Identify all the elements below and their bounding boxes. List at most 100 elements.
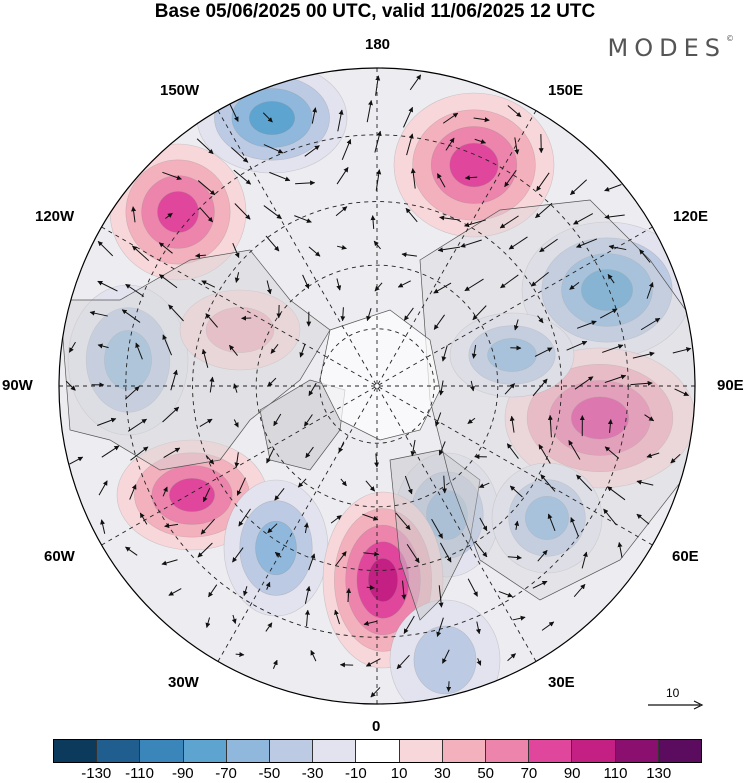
wind-arrow [365,480,376,492]
wind-arrow [363,551,380,557]
wind-arrow [445,137,455,151]
wind-arrow [540,474,556,492]
wind-arrow [170,369,178,391]
wind-arrow [532,580,548,589]
colorbar-swatch [313,740,357,762]
wind-arrow [475,621,481,635]
brand-mark: © [726,34,734,43]
wind-arrow [636,513,650,525]
wind-arrow [539,238,558,253]
wind-arrow [199,418,213,427]
wind-arrow [374,130,382,153]
wind-arrow [442,649,450,664]
lon-label-30e: 30E [548,674,575,691]
wind-arrow [201,280,216,288]
colorbar-swatch [270,740,314,762]
wind-arrow [672,347,692,354]
wind-arrow [336,167,349,185]
wind-arrow [228,102,239,122]
wind-arrow [576,474,593,492]
wind-arrow [506,443,519,459]
colorbar-tick-label: 10 [390,765,408,782]
wind-arrow [168,588,182,596]
wind-arrow [406,544,420,564]
wind-arrow [469,380,475,392]
wind-arrow [158,242,173,254]
wind-arrow [473,117,490,123]
wind-arrow [97,343,109,349]
wind-arrow [209,376,215,393]
wind-arrow [674,388,690,396]
wind-arrow [269,171,291,182]
wind-arrow [474,541,488,558]
wind-arrow [507,653,516,662]
colorbar-tick-label: -30 [301,765,324,782]
colorbar-tick-label: 110 [603,765,628,782]
wind-arrow [395,512,411,531]
wind-arrow [507,555,522,561]
wind-arrow [130,446,149,461]
negative-anomaly [223,479,329,617]
wind-arrow [436,173,446,188]
wind-arrow [397,280,411,288]
wind-arrow [474,138,487,144]
wind-arrow [568,440,581,460]
wind-arrow [472,305,487,321]
wind-arrow [69,456,84,465]
wind-arrow [602,344,624,353]
wind-arrow [499,215,519,229]
colorbar-swatch [572,740,616,762]
wind-arrow [446,681,452,692]
wind-arrow [670,453,681,464]
wind-arrow [164,523,179,529]
wind-arrow [433,282,452,294]
colorbar-swatch [399,740,443,762]
lon-label-60e: 60E [672,548,699,565]
wind-arrow [265,581,271,590]
wind-arrow [97,240,114,257]
anomaly-contour [570,396,630,440]
longitude-line [217,110,537,662]
colorbar-swatch [140,740,184,762]
wind-arrow [396,654,410,670]
reference-vector: 10 [648,686,708,710]
wind-arrow [476,658,482,666]
colorbar-swatch [183,740,227,762]
wind-arrow [162,334,173,356]
wind-arrow [234,272,240,283]
anomaly-contour [449,142,499,188]
wind-arrow [363,620,377,626]
wind-arrow [374,282,383,292]
wind-arrow [199,207,213,223]
wind-arrow [234,452,240,468]
wind-arrow [233,419,239,428]
colorbar-swatch [97,740,141,762]
latitude-circle [192,201,562,571]
reference-vector-label: 10 [666,686,680,700]
wind-arrow [272,659,278,669]
wind-arrow [370,215,376,230]
lon-label-120e: 120E [673,208,709,225]
wind-arrow [168,304,184,322]
anomaly-contour [525,496,569,540]
wind-arrow [205,455,215,465]
wind-arrow [547,414,553,438]
wind-arrow [243,586,248,597]
colorbar-tick-label: -110 [125,765,154,782]
wind-arrow [541,621,555,631]
positive-anomaly [179,289,301,371]
colorbar-tick-label: 130 [646,765,672,782]
wind-arrow [498,590,513,598]
negative-anomaly [196,68,348,174]
wind-arrow [208,584,218,598]
wind-arrow [232,547,244,563]
wind-arrow [632,351,655,359]
wind-arrow [406,133,414,156]
wind-arrow [536,172,550,192]
wind-arrow [607,273,615,284]
wind-arrow [403,615,415,634]
negative-anomaly [389,599,501,704]
wind-arrow [265,622,273,632]
wind-arrow [607,419,613,433]
colorbar-tick-label: -50 [258,765,281,782]
